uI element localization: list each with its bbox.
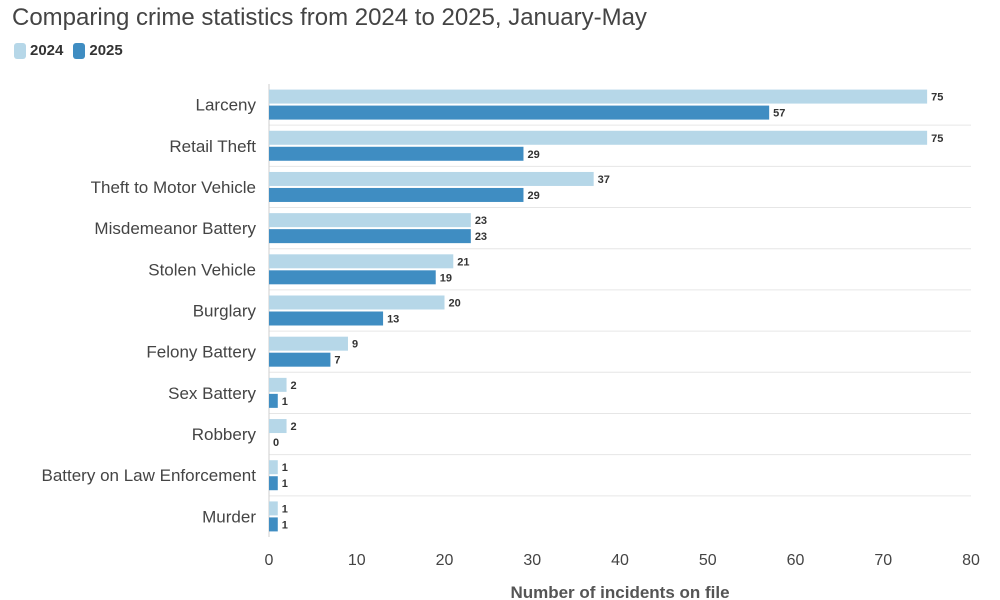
x-tick-label: 40 (611, 552, 629, 569)
bar-2024 (269, 336, 348, 351)
data-label-2024: 21 (457, 256, 469, 268)
bar-2025 (269, 476, 278, 491)
category-label: Larceny (196, 96, 257, 115)
category-label: Robbery (192, 425, 257, 444)
data-label-2025: 23 (475, 231, 487, 243)
data-label-2024: 75 (931, 92, 943, 104)
data-label-2025: 0 (273, 437, 279, 449)
bar-2025 (269, 270, 436, 285)
data-label-2024: 2 (291, 421, 297, 433)
bar-2024 (269, 171, 594, 186)
legend-swatch-2025 (73, 42, 86, 59)
category-label: Sex Battery (168, 384, 256, 403)
category-label: Battery on Law Enforcement (41, 466, 256, 485)
data-label-2024: 1 (282, 503, 288, 515)
category-label: Murder (202, 507, 256, 526)
x-tick-label: 30 (523, 552, 541, 569)
bar-2024 (269, 419, 287, 434)
bar-2025 (269, 517, 278, 532)
bar-2024 (269, 89, 928, 104)
x-tick-label: 60 (787, 552, 805, 569)
bar-2024 (269, 460, 278, 475)
bar-2025 (269, 352, 331, 367)
x-tick-label: 10 (348, 552, 366, 569)
bar-2024 (269, 254, 454, 269)
bar-2025 (269, 105, 770, 120)
x-tick-label: 80 (962, 552, 980, 569)
bar-2024 (269, 501, 278, 516)
bar-2024 (269, 130, 928, 145)
bar-2024 (269, 295, 445, 310)
x-tick-label: 20 (436, 552, 454, 569)
data-label-2024: 9 (352, 339, 358, 351)
legend-swatch-2024 (14, 42, 26, 59)
data-label-2025: 1 (282, 519, 288, 531)
bar-2025 (269, 311, 384, 326)
bar-2024 (269, 213, 471, 228)
data-label-2024: 75 (931, 133, 943, 145)
bar-2025 (269, 146, 524, 161)
bar-2025 (269, 229, 471, 244)
data-label-2025: 29 (527, 149, 539, 161)
chart-title: Comparing crime statistics from 2024 to … (12, 4, 647, 31)
bar-2025 (269, 393, 278, 408)
x-tick-label: 0 (265, 552, 274, 569)
data-label-2025: 19 (440, 272, 452, 284)
legend-label-2024: 2024 (30, 42, 64, 59)
data-label-2024: 1 (282, 462, 288, 474)
data-label-2024: 2 (291, 380, 297, 392)
legend-item-2025: 2025 (73, 42, 123, 59)
bar-2025 (269, 187, 524, 202)
data-label-2025: 1 (282, 396, 288, 408)
data-label-2025: 1 (282, 478, 288, 490)
data-label-2024: 20 (449, 298, 461, 310)
category-label: Burglary (193, 302, 257, 321)
data-label-2025: 29 (527, 190, 539, 202)
category-label: Misdemeanor Battery (94, 219, 256, 238)
x-axis-label: Number of incidents on file (510, 583, 729, 600)
legend: 2024 2025 (14, 42, 123, 59)
data-label-2024: 37 (598, 174, 610, 186)
legend-item-2024: 2024 (14, 42, 63, 59)
x-tick-label: 70 (874, 552, 892, 569)
category-label: Retail Theft (169, 137, 256, 156)
legend-label-2025: 2025 (89, 42, 123, 59)
data-label-2025: 13 (387, 314, 399, 326)
bar-2024 (269, 377, 287, 392)
data-label-2024: 23 (475, 215, 487, 227)
category-label: Theft to Motor Vehicle (91, 178, 256, 197)
data-label-2025: 7 (334, 355, 340, 367)
x-tick-label: 50 (699, 552, 717, 569)
category-label: Stolen Vehicle (148, 260, 256, 279)
category-label: Felony Battery (146, 343, 256, 362)
data-label-2025: 57 (773, 108, 785, 120)
